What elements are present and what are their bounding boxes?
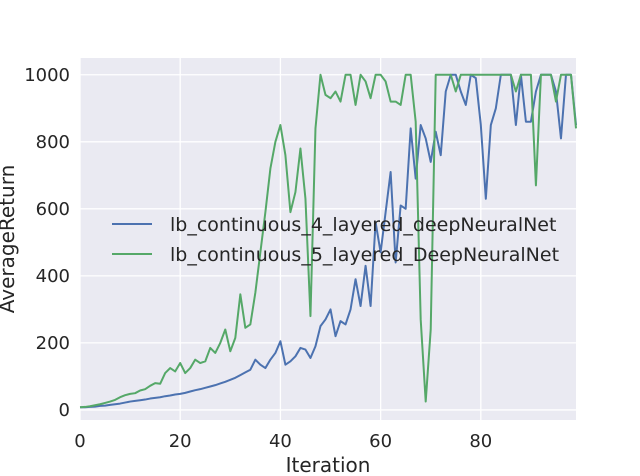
legend-label: lb_continuous_5_layered_DeepNeuralNet: [170, 244, 559, 266]
y-tick-label: 400: [36, 266, 70, 287]
y-tick-label: 1000: [24, 65, 70, 86]
x-tick-label: 40: [269, 431, 292, 452]
x-tick-label: 60: [369, 431, 392, 452]
y-axis-label: AverageReturn: [0, 165, 19, 314]
grid-lines: [79, 58, 576, 420]
series-layer: [79, 73, 577, 409]
y-tick-label: 600: [36, 199, 70, 220]
y-tick-label: 200: [36, 333, 70, 354]
legend-label: lb_continuous_4_layered_deepNeuralNet: [170, 214, 556, 236]
series-line-2: [79, 73, 577, 409]
x-tick-label: 20: [169, 431, 192, 452]
legend: lb_continuous_4_layered_deepNeuralNet lb_…: [112, 214, 559, 266]
y-tick-label: 800: [36, 132, 70, 153]
x-tick-label: 0: [74, 431, 85, 452]
x-axis-label: Iteration: [286, 453, 371, 476]
y-tick-label: 0: [59, 400, 70, 421]
series-line-1: [80, 73, 577, 409]
x-tick-label: 80: [469, 431, 492, 452]
plot-background: [80, 58, 576, 420]
